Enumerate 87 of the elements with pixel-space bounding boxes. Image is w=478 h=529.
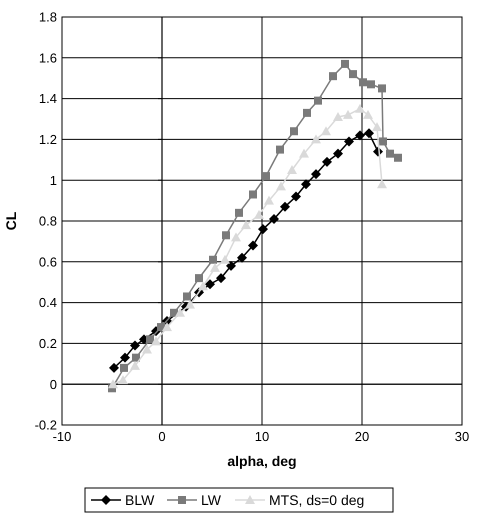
point	[226, 260, 236, 271]
point	[209, 256, 217, 264]
x-tick-label: 20	[354, 429, 370, 444]
point	[205, 279, 215, 290]
point	[386, 150, 394, 158]
y-tick-label: 0.2	[38, 336, 57, 351]
point	[303, 108, 311, 117]
point	[311, 134, 321, 144]
point	[276, 146, 284, 154]
y-tick-label: 1.4	[38, 91, 57, 106]
point	[379, 137, 387, 146]
point	[262, 172, 270, 180]
point	[301, 179, 311, 190]
point	[146, 335, 154, 344]
point	[210, 262, 220, 272]
x-axis-title: alpha, deg	[227, 453, 297, 469]
point	[311, 169, 321, 180]
point	[175, 308, 185, 317]
point	[183, 292, 191, 300]
y-tick-label: 0.4	[38, 295, 57, 310]
point	[130, 340, 140, 350]
y-tick-label: 0.8	[38, 214, 57, 229]
point	[241, 220, 251, 230]
point	[372, 122, 382, 132]
legend-label: MTS, ds=0 deg	[269, 492, 364, 508]
y-tick-label: 1.6	[38, 50, 57, 66]
point	[151, 336, 161, 346]
point	[130, 360, 140, 370]
y-tick-label: 1	[50, 172, 57, 188]
point	[299, 148, 309, 158]
x-tick-label: 10	[254, 429, 270, 444]
legend-label: LW	[201, 492, 222, 508]
point	[195, 274, 203, 282]
point	[198, 281, 208, 290]
point	[355, 104, 365, 113]
x-tick-label: 30	[454, 429, 470, 444]
point	[132, 354, 140, 362]
point	[120, 352, 130, 363]
point	[216, 273, 226, 284]
point	[333, 112, 343, 121]
point	[355, 130, 365, 140]
point	[333, 148, 343, 159]
point	[367, 80, 375, 88]
point	[276, 181, 286, 190]
point	[109, 362, 119, 373]
point	[394, 154, 402, 162]
point	[349, 70, 357, 78]
legend-label: BLW	[125, 492, 156, 508]
point	[363, 110, 373, 119]
point	[378, 84, 386, 92]
point	[287, 165, 297, 174]
y-tick-label: 0	[50, 376, 57, 392]
point	[343, 110, 353, 119]
y-axis-title: CL	[3, 211, 19, 230]
point	[249, 190, 257, 198]
point	[290, 127, 298, 136]
point	[231, 232, 241, 242]
point	[248, 240, 258, 250]
point	[377, 179, 387, 188]
point	[341, 60, 349, 68]
point	[329, 72, 337, 80]
point	[269, 214, 279, 224]
point	[344, 136, 354, 146]
point	[314, 96, 322, 105]
point	[280, 202, 290, 212]
point	[237, 252, 247, 263]
point	[222, 231, 230, 240]
y-tick-label: 0.6	[38, 254, 57, 270]
point	[264, 196, 274, 205]
point	[235, 208, 243, 217]
x-tick-label: 0	[158, 429, 166, 444]
point	[321, 126, 331, 136]
point	[254, 210, 264, 219]
point	[322, 156, 332, 167]
point	[359, 78, 367, 86]
point	[142, 344, 152, 354]
point	[220, 254, 230, 264]
point	[258, 224, 268, 234]
point	[120, 364, 128, 372]
point	[364, 128, 374, 138]
point	[118, 375, 128, 384]
point	[108, 379, 118, 388]
point	[185, 300, 195, 309]
point	[291, 192, 301, 202]
point	[162, 322, 172, 332]
y-tick-label: 1.8	[38, 10, 57, 25]
y-tick-label: 1.2	[38, 132, 57, 147]
